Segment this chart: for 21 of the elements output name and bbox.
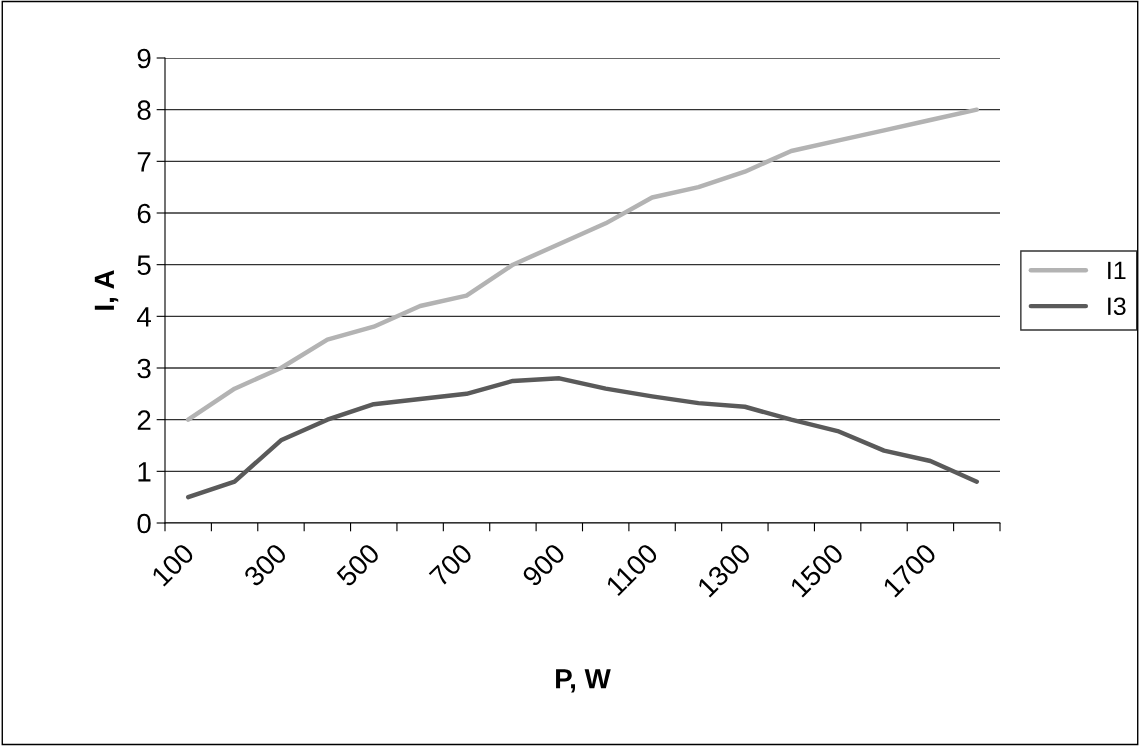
x-tick-label: 500 <box>335 542 381 588</box>
y-tick-label: 3 <box>137 358 151 379</box>
legend-label: I1 <box>1108 261 1126 280</box>
line-series <box>185 107 980 422</box>
y-tick-label: 4 <box>137 307 151 327</box>
x-axis-title: P, W <box>556 669 611 693</box>
y-tick-label: 2 <box>137 410 151 430</box>
y-tick-label: 9 <box>137 48 151 69</box>
y-tick-label: 5 <box>137 255 151 276</box>
y-tick-label: 8 <box>137 100 151 121</box>
x-tick-label: 900 <box>521 542 567 588</box>
y-axis-title: I, A <box>94 270 119 310</box>
legend-label: I3 <box>1108 297 1126 316</box>
y-tick-label: 6 <box>137 203 151 224</box>
y-tick-label: 1 <box>138 462 151 482</box>
x-tick-label: 300 <box>242 542 288 588</box>
y-tick-label: 7 <box>137 152 151 172</box>
x-tick-label: 100 <box>150 542 196 587</box>
y-tick-label: 0 <box>137 513 151 534</box>
x-tick-label: 700 <box>428 542 474 588</box>
line-series <box>185 376 980 500</box>
